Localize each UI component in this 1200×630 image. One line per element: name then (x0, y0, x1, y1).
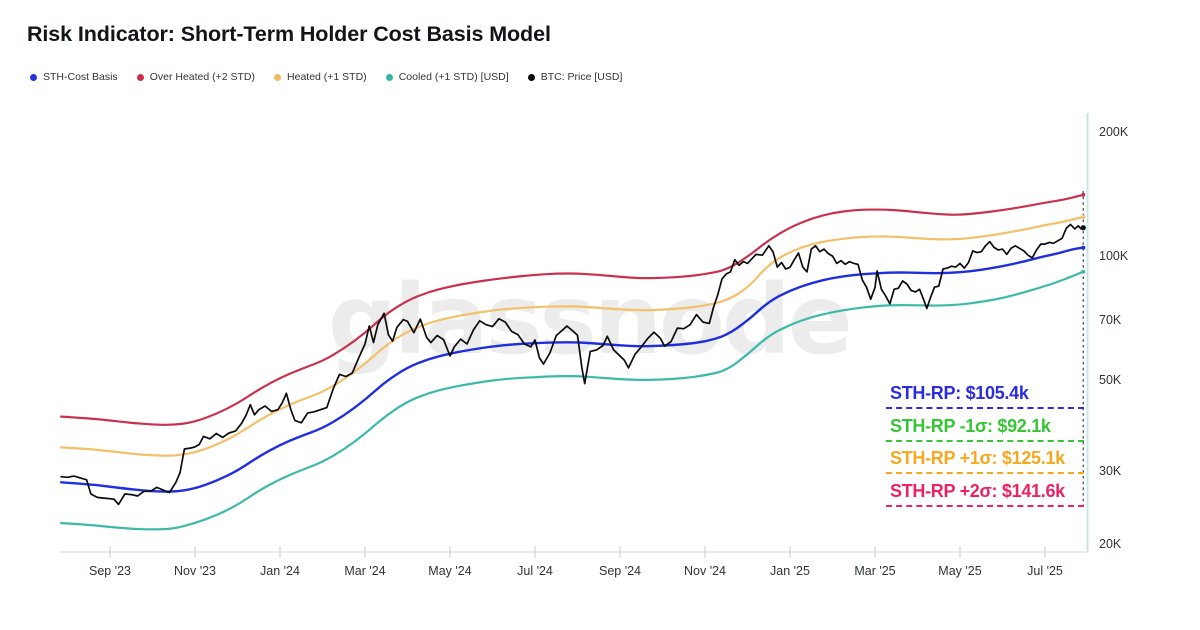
legend: STH-Cost Basis Over Heated (+2 STD) Heated… (30, 71, 622, 83)
x-tick-label: May '24 (428, 564, 472, 578)
legend-item-label: Cooled (+1 STD) [USD] (398, 71, 509, 83)
page-title: Risk Indicator: Short-Term Holder Cost B… (27, 22, 551, 46)
legend-item-cooled-1std[interactable]: Cooled (+1 STD) [USD] (385, 71, 509, 83)
annotation-sth-rp-0: STH-RP: $105.4k (886, 383, 1084, 409)
x-tick-label: Nov '23 (174, 564, 216, 578)
legend-item-label: Heated (+1 STD) (287, 71, 367, 83)
series-end-marker-sth-cost-basis (1081, 245, 1086, 250)
x-tick-label: Mar '25 (854, 564, 896, 578)
x-tick-label: Nov '24 (684, 564, 726, 578)
legend-item-label: Over Heated (+2 STD) (149, 71, 256, 83)
series-end-marker-heated-1std (1081, 215, 1086, 219)
series-end-marker-cooled-1std (1081, 269, 1086, 274)
annotation-sth-rp-3: STH-RP +2σ: $141.6k (886, 481, 1084, 507)
x-tick-label: Jan '25 (770, 564, 810, 578)
legend-dot-icon (527, 73, 535, 81)
legend-item-over-heated-2std[interactable]: Over Heated (+2 STD) (136, 71, 256, 83)
series-line-over-heated-2std (60, 193, 1085, 426)
y-tick-label: 30K (1099, 464, 1122, 479)
legend-dot-icon (136, 73, 144, 81)
y-tick-label: 100K (1099, 249, 1129, 264)
legend-item-label: STH-Cost Basis (43, 71, 118, 83)
legend-item-heated-1std[interactable]: Heated (+1 STD) (274, 71, 367, 83)
watermark: glassnode (328, 264, 853, 376)
legend-dot-icon (30, 73, 37, 81)
y-tick-label: 20K (1099, 537, 1122, 551)
x-tick-label: Jul '24 (517, 564, 553, 578)
x-tick-label: Jul '25 (1027, 564, 1063, 578)
y-tick-label: 200K (1099, 125, 1129, 139)
legend-item-btc-price[interactable]: BTC: Price [USD] (527, 71, 623, 83)
x-tick-label: Jan '24 (260, 564, 300, 578)
x-tick-label: Sep '23 (88, 564, 131, 578)
x-tick-label: May '25 (938, 564, 982, 578)
series-line-sth-cost-basis (59, 246, 1085, 493)
series-end-marker-over-heated-2std (1081, 192, 1086, 197)
x-tick-label: Mar '24 (344, 564, 386, 578)
legend-dot-icon (274, 73, 282, 81)
legend-dot-icon (385, 73, 393, 81)
x-tick-label: Sep '24 (598, 564, 641, 578)
y-tick-label: 70K (1099, 312, 1122, 327)
legend-item-label: BTC: Price [USD] (540, 71, 623, 83)
legend-item-sth-cost-basis[interactable]: STH-Cost Basis (30, 71, 118, 83)
series-end-marker-btc-price (1080, 225, 1086, 231)
y-tick-label: 50K (1099, 373, 1122, 388)
annotation-sth-rp-1: STH-RP -1σ: $92.1k (886, 416, 1084, 442)
series-line-heated-1std (60, 215, 1085, 457)
annotation-sth-rp-2: STH-RP +1σ: $125.1k (886, 448, 1084, 474)
series-line-btc-price (60, 223, 1085, 506)
